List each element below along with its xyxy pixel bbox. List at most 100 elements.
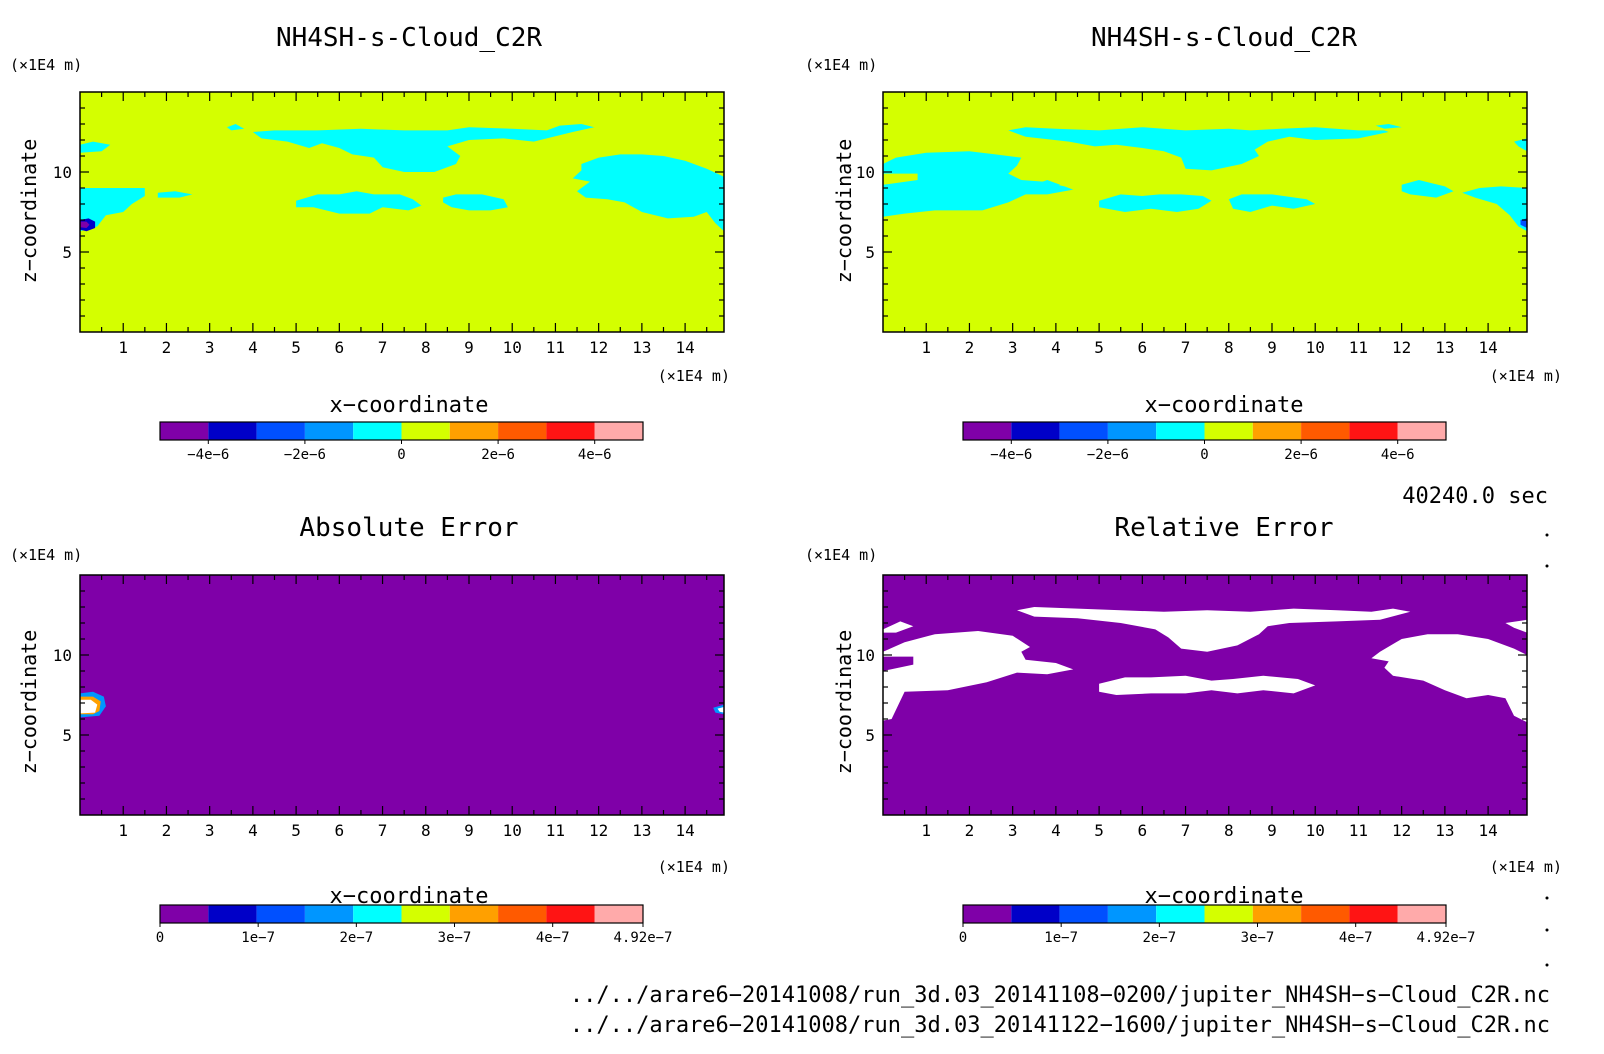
x-tick-label: 8 (421, 338, 431, 357)
x-unit-label: (×1E4 m) (658, 858, 730, 876)
x-tick-label: 12 (589, 821, 608, 840)
y-axis-label: z−coordinate (17, 139, 41, 284)
heatmap-background (80, 575, 724, 815)
x-tick-label: 5 (1094, 338, 1104, 357)
x-axis-label: x−coordinate (330, 393, 489, 418)
heatmap-region (1375, 124, 1402, 129)
colorbar-tick-label: 2e−7 (1142, 930, 1176, 946)
colorbar-segment (353, 422, 402, 440)
x-tick-label: 5 (291, 821, 301, 840)
colorbar-tick-label: 4e−7 (1339, 930, 1373, 946)
heatmap-region (296, 191, 422, 214)
x-tick-label: 2 (162, 338, 172, 357)
colorbar-tick-label: 0 (1200, 447, 1208, 463)
panel-bottom-left: Absolute Error (×1E4 m) 1 2 3 4 5 6 7 8 9 10 11 12 1… (10, 513, 730, 946)
colorbar-tick-label: 0 (397, 447, 405, 463)
y-unit-label: (×1E4 m) (10, 56, 82, 74)
heatmap-region (1034, 180, 1061, 188)
x-tick-label: 14 (1478, 821, 1497, 840)
file-path-1: ../../arare6−20141008/run_3d.03_20141108… (570, 983, 1550, 1008)
heatmap-region (80, 141, 111, 153)
colorbar-frame (962, 904, 1447, 924)
colorbar-segment (1301, 422, 1350, 440)
x-tick-label: 7 (378, 821, 388, 840)
colorbar-tick-label: 3e−7 (1241, 930, 1275, 946)
x-tick-label: 4 (1051, 821, 1061, 840)
x-tick-label: 11 (1349, 821, 1368, 840)
x-tick-label: 14 (1478, 338, 1497, 357)
colorbar-segment (963, 422, 1012, 440)
heatmap-background (80, 92, 724, 332)
x-tick-label: 6 (1138, 338, 1148, 357)
y-tick-label: 10 (53, 646, 72, 665)
x-tick-label: 9 (1267, 821, 1277, 840)
y-tick-label: 10 (53, 163, 72, 182)
colorbar-segment (1156, 422, 1205, 440)
colorbar-segment (1059, 422, 1108, 440)
x-tick-label: 10 (1306, 821, 1325, 840)
x-tick-label: 9 (464, 338, 474, 357)
x-tick-label: 3 (205, 338, 215, 357)
x-unit-label: (×1E4 m) (658, 367, 730, 385)
y-unit-label: (×1E4 m) (10, 546, 82, 564)
y-tick-label: 5 (865, 243, 875, 262)
heatmap-region (1505, 619, 1527, 633)
heatmap-region (717, 707, 724, 713)
colorbar-segment (401, 422, 450, 440)
heatmap-region (157, 191, 193, 198)
colorbar-segment (160, 905, 209, 923)
margin-dots (1545, 533, 1549, 967)
colorbar-segment (1204, 905, 1253, 923)
x-tick-label: 1 (921, 338, 931, 357)
colorbar-segment (256, 905, 305, 923)
heatmap-region (80, 188, 145, 232)
colorbar: 0 1e−7 2e−7 3e−7 4e−7 4.92e−7 (156, 904, 673, 946)
colorbar-segment (963, 905, 1012, 923)
x-tick-label: 4 (248, 338, 258, 357)
colorbar-segment (1301, 905, 1350, 923)
colorbar-segment (304, 905, 354, 923)
x-tick-label: 3 (1008, 821, 1018, 840)
colorbar-segment (449, 422, 499, 440)
heatmap-region (1008, 127, 1389, 171)
plot-frame (79, 574, 725, 816)
x-tick-label: 12 (1392, 338, 1411, 357)
colorbar-segment (546, 422, 595, 440)
x-tick-label: 8 (421, 821, 431, 840)
colorbar-tick-label: −4e−6 (990, 447, 1032, 463)
panel-top-left: NH4SH-s-Cloud_C2R (×1E4 m) 1 2 3 4 5 6 7 8 9 10 11… (10, 23, 730, 463)
colorbar-tick-label: 4.92e−7 (1416, 930, 1475, 946)
x-tick-label: 11 (1349, 338, 1368, 357)
x-tick-label: 13 (1435, 821, 1454, 840)
colorbar-tick-label: 2e−6 (481, 447, 515, 463)
x-tick-label: 2 (162, 821, 172, 840)
plot-frame (79, 91, 725, 333)
colorbar-tick-label: 3e−7 (438, 930, 472, 946)
heatmap-region (1371, 634, 1527, 723)
colorbar-tick-label: 1e−7 (1044, 930, 1078, 946)
x-tick-label: 10 (503, 821, 522, 840)
colorbar-tick-label: 4e−7 (536, 930, 570, 946)
colorbar-segment (1156, 905, 1205, 923)
colorbar-segment (1107, 905, 1157, 923)
x-tick-label: 12 (1392, 821, 1411, 840)
colorbar-segment (1349, 422, 1398, 440)
x-tick-label: 1 (921, 821, 931, 840)
y-tick-label: 5 (62, 726, 72, 745)
colorbar-segment (1252, 905, 1302, 923)
heatmap-region (1017, 607, 1411, 652)
heatmap-region (80, 221, 90, 228)
y-axis-label: z−coordinate (832, 630, 856, 775)
x-tick-label: 9 (464, 821, 474, 840)
colorbar-segment (1059, 905, 1108, 923)
panel-title: Relative Error (1114, 513, 1333, 543)
heatmap-region (1401, 180, 1454, 198)
x-tick-label: 7 (1181, 338, 1191, 357)
colorbar-segment (401, 905, 450, 923)
colorbar-segment (594, 905, 643, 923)
y-unit-label: (×1E4 m) (805, 546, 877, 564)
